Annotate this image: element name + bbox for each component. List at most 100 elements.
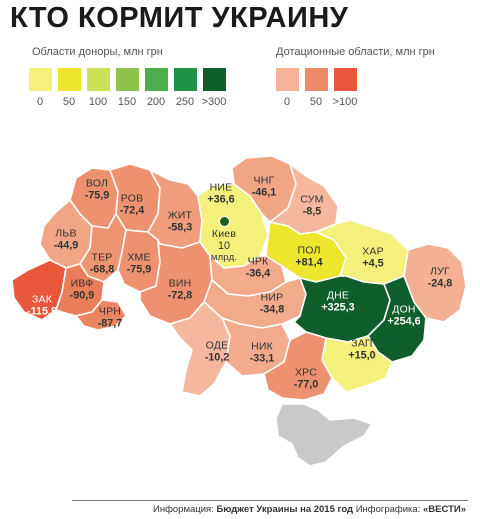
region-label-zak: ЗАК -115,8 [26, 293, 58, 318]
region-label-pol: ПОЛ +81,4 [295, 244, 323, 269]
donors-legend-title: Области доноры, млн грн [32, 46, 163, 58]
region-name: НИЕ [209, 181, 233, 194]
region-name: ХМЕ [127, 251, 151, 264]
region-name: ЧРН [98, 305, 122, 318]
region-value: -10,2 [204, 351, 230, 363]
region-ode [169, 301, 231, 397]
footer-mid: Инфографика: [355, 504, 421, 515]
region-khs [263, 331, 333, 401]
region-name: ЧРК [247, 255, 269, 268]
donor-swatch-5 [174, 68, 197, 91]
region-label-khr: ХАР +4,5 [362, 246, 384, 270]
region-value: -75,9 [84, 189, 110, 201]
region-label-ivf: ИВФ -90,9 [69, 277, 95, 302]
donor-swatch-4 [145, 68, 168, 91]
region-value: 10 [217, 239, 231, 252]
donor-swatch-label-1: 50 [62, 96, 76, 108]
region-name: ВОЛ [85, 177, 109, 190]
donor-swatch-6 [203, 68, 226, 91]
region-value: +81,4 [295, 256, 323, 268]
region-value: -77,0 [293, 378, 319, 390]
region-extra: млрд. [210, 251, 238, 263]
donor-swatch-label-2: 100 [88, 96, 108, 108]
region-name: НИК [251, 340, 273, 353]
region-value: -90,9 [69, 289, 95, 301]
region-value: +254,6 [387, 315, 421, 327]
region-name: ОДЕ [205, 339, 229, 352]
subsidized-swatch-1 [305, 68, 328, 91]
region-value: +325,3 [321, 301, 355, 313]
page-title: КТО КОРМИТ УКРАИНУ [10, 2, 349, 34]
region-value: -75,9 [126, 263, 152, 275]
region-value: +4,5 [362, 257, 384, 269]
region-label-kir: НИР -34,8 [260, 292, 285, 316]
donor-swatch-label-3: 150 [117, 96, 137, 108]
subsidized-swatch-label-1: 50 [309, 96, 323, 108]
region-value: -87,7 [97, 317, 123, 329]
region-value: -58,3 [167, 221, 193, 233]
region-chr [75, 299, 127, 331]
region-name: СУМ [300, 193, 324, 206]
subsidized-swatch-0 [276, 68, 299, 91]
region-label-chk: ЧРК -36,4 [245, 255, 271, 280]
donor-swatch-label-6: >300 [201, 96, 227, 108]
region-label-ode: ОДЕ -10,2 [204, 339, 230, 364]
footer-brand: «ВЕСТИ» [422, 504, 466, 515]
subsidized-legend-title: Дотационные области, млн грн [276, 46, 435, 58]
donor-swatch-3 [116, 68, 139, 91]
region-value: +15,0 [348, 349, 376, 361]
donor-swatch-label-4: 200 [146, 96, 166, 108]
region-name: ПОЛ [297, 244, 321, 257]
subsidized-swatch-2 [334, 68, 357, 91]
region-value: -115,8 [26, 305, 58, 317]
region-label-nik: НИК -33,1 [249, 340, 275, 365]
region-name: ИВФ [70, 277, 94, 290]
donor-swatch-2 [87, 68, 110, 91]
region-name: ЧНГ [253, 174, 275, 187]
region-value: -68,8 [89, 263, 115, 275]
region-name: ДОН [392, 303, 416, 316]
region-label-khs: ХРС -77,0 [293, 366, 319, 391]
region-value: -44,9 [53, 239, 79, 251]
region-name: РОВ [120, 192, 144, 205]
region-label-ter: ТЕР -68,8 [89, 251, 115, 276]
region-label-vin: ВИН -72,8 [167, 277, 193, 302]
donor-swatch-1 [58, 68, 81, 91]
region-label-lug: ЛУГ -24,8 [427, 265, 453, 290]
region-name: ЛУГ [430, 265, 450, 278]
kiev-marker-icon [219, 216, 230, 227]
region-value: -24,8 [427, 277, 453, 289]
region-label-sum: СУМ -8,5 [300, 193, 324, 218]
region-name: ЗАК [31, 293, 53, 306]
region-name: ХРС [294, 366, 318, 379]
region-label-kiev: Киев 10 млрд. [210, 228, 238, 264]
region-value: -33,1 [249, 352, 275, 364]
subsidized-swatch-label-2: >100 [332, 96, 358, 108]
footer-divider [72, 500, 468, 501]
region-value: -46,1 [251, 186, 277, 198]
region-label-vol: ВОЛ -75,9 [84, 177, 110, 202]
region-label-zhyt: ЖИТ -58,3 [167, 209, 193, 234]
region-name: ТЕР [91, 251, 113, 264]
donor-swatch-label-0: 0 [36, 96, 44, 108]
region-value: -8,5 [302, 205, 322, 217]
region-label-chr: ЧРН -87,7 [97, 305, 123, 330]
region-value: -36,4 [245, 267, 271, 279]
region-name: ЛЬВ [55, 227, 77, 240]
region-name: ЖИТ [167, 209, 193, 222]
region-label-zap: ЗАП +15,0 [348, 337, 376, 362]
region-label-lvv: ЛЬВ -44,9 [53, 227, 79, 252]
region-name: ВИН [168, 277, 192, 290]
footer-prefix: Информация: [153, 504, 214, 515]
region-value: -72,8 [167, 289, 193, 301]
region-don [367, 275, 427, 363]
region-value: -72,4 [119, 204, 145, 216]
region-name: ДНЕ [326, 289, 350, 302]
region-value: +36,6 [207, 193, 235, 205]
region-label-chg: ЧНГ -46,1 [251, 174, 277, 199]
region-name: ЗАП [351, 337, 373, 350]
region-label-don: ДОН +254,6 [387, 303, 421, 328]
region-label-kie: НИЕ +36,6 [207, 181, 235, 206]
footer-credits: Информация: Бюджет Украины на 2015 год И… [153, 504, 466, 515]
